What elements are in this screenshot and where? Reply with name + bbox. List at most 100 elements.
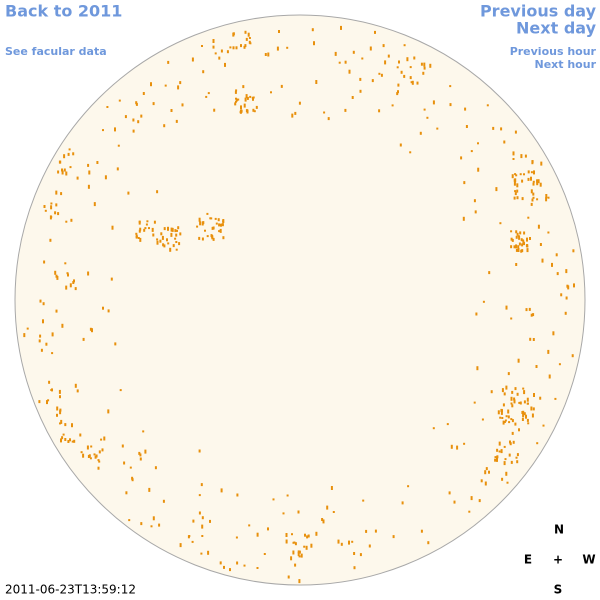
facular-point	[507, 409, 510, 414]
facular-point	[567, 285, 570, 290]
facular-point	[519, 231, 522, 235]
facular-point	[496, 448, 499, 452]
facular-point	[398, 60, 400, 64]
facular-point	[427, 541, 430, 545]
facular-point	[519, 173, 522, 176]
facular-point	[539, 396, 542, 400]
facular-point	[539, 243, 542, 246]
facular-point	[56, 275, 59, 280]
facular-point	[322, 519, 325, 524]
facular-point	[156, 190, 159, 194]
facular-point	[119, 389, 122, 392]
facular-point	[240, 109, 243, 113]
facular-point	[513, 181, 516, 186]
facular-point	[44, 209, 47, 212]
facular-point	[139, 237, 142, 242]
facular-point	[517, 245, 520, 249]
facular-point	[306, 535, 309, 539]
facular-point	[179, 232, 182, 236]
facular-point	[526, 237, 528, 242]
facular-point	[401, 501, 404, 505]
facular-point	[198, 511, 201, 515]
facular-point	[495, 187, 498, 192]
facular-point	[249, 95, 252, 98]
next-day-link[interactable]: Next day	[516, 19, 597, 38]
facular-point	[526, 402, 529, 405]
facular-point	[536, 179, 539, 182]
next-hour-link[interactable]: Next hour	[535, 58, 597, 71]
facular-point	[192, 519, 195, 523]
facular-point	[114, 342, 117, 346]
facular-point	[181, 103, 184, 107]
facular-point	[532, 182, 535, 186]
facular-point	[411, 80, 414, 85]
facular-point	[505, 385, 508, 390]
facular-point	[218, 230, 221, 233]
facular-point	[59, 160, 62, 164]
facular-link[interactable]: See facular data	[5, 45, 107, 58]
facular-point	[63, 168, 66, 172]
facular-point	[515, 248, 518, 252]
facular-point	[116, 167, 119, 171]
facular-point	[270, 91, 272, 94]
back-link[interactable]: Back to 2011	[5, 2, 122, 21]
facular-point	[371, 79, 374, 83]
facular-point	[516, 196, 519, 200]
facular-point	[71, 423, 73, 428]
facular-point	[232, 32, 235, 36]
facular-point	[207, 550, 210, 555]
facular-point	[214, 52, 217, 55]
facular-point	[501, 477, 504, 481]
facular-point	[517, 248, 520, 252]
facular-point	[348, 540, 350, 545]
facular-point	[294, 563, 297, 567]
facular-point	[311, 28, 314, 32]
facular-point	[202, 221, 205, 225]
facular-point	[65, 171, 68, 176]
facular-point	[468, 510, 471, 513]
facular-point	[478, 499, 481, 503]
facular-point	[229, 46, 232, 49]
facular-point	[564, 311, 567, 315]
facular-point	[528, 307, 531, 311]
facular-point	[525, 244, 528, 248]
facular-point	[502, 403, 505, 407]
facular-point	[65, 220, 68, 223]
facular-point	[510, 237, 513, 241]
facular-point	[64, 423, 67, 427]
facular-point	[499, 416, 502, 419]
facular-point	[167, 242, 170, 245]
facular-point	[463, 181, 466, 185]
previous-hour-link[interactable]: Previous hour	[510, 45, 597, 58]
facular-point	[59, 408, 62, 412]
facular-point	[533, 170, 535, 175]
facular-point	[530, 202, 533, 206]
facular-point	[532, 313, 535, 317]
facular-point	[240, 105, 242, 110]
facular-point	[51, 332, 54, 337]
facular-point	[146, 220, 149, 223]
facular-point	[89, 457, 92, 460]
facular-point	[359, 77, 362, 81]
facular-point	[272, 498, 275, 501]
facular-point	[516, 453, 519, 457]
facular-point	[391, 104, 394, 107]
facular-point	[226, 50, 229, 54]
facular-point	[484, 481, 487, 486]
facular-point	[56, 406, 59, 411]
facular-point	[69, 438, 71, 442]
facular-point	[137, 237, 140, 239]
facular-point	[49, 238, 52, 242]
previous-day-link[interactable]: Previous day	[480, 2, 597, 21]
facular-point	[38, 400, 41, 404]
facular-point	[200, 483, 203, 487]
facular-point	[56, 413, 58, 417]
facular-point	[248, 37, 251, 39]
facular-point	[399, 143, 402, 147]
facular-point	[286, 46, 289, 49]
facular-point	[61, 168, 63, 172]
facular-point	[151, 227, 154, 232]
facular-point	[473, 199, 476, 203]
facular-point	[76, 389, 79, 393]
facular-point	[292, 550, 295, 555]
